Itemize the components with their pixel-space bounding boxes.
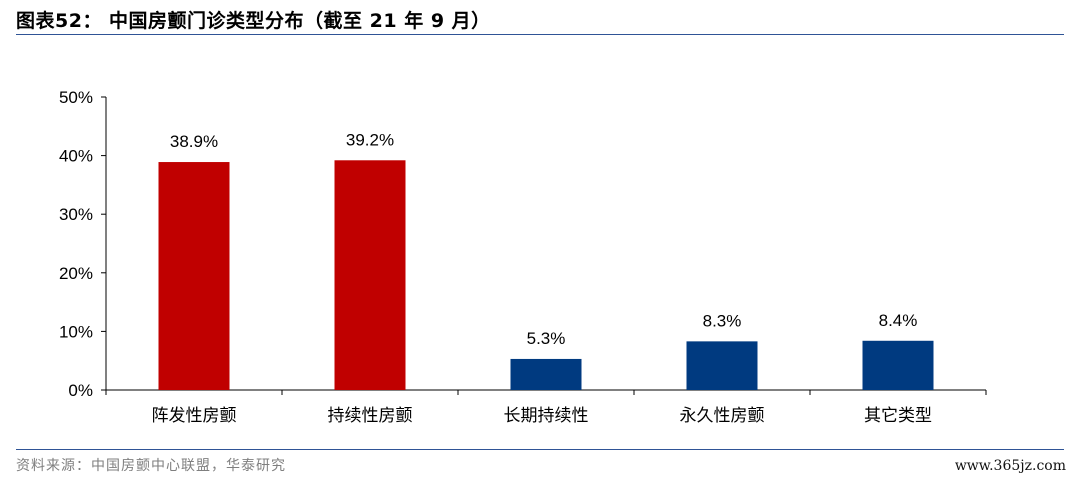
- bar-3: [510, 358, 582, 390]
- y-tick-label: 20%: [59, 264, 93, 283]
- footer-divider: [16, 449, 1064, 450]
- chart-bars: [158, 160, 934, 390]
- watermark: www.365jz.com: [954, 458, 1066, 474]
- data-label: 8.3%: [703, 311, 742, 330]
- source-note: 资料来源：中国房颤中心联盟，华泰研究: [16, 458, 286, 474]
- data-label: 8.4%: [879, 311, 918, 330]
- title-divider: [16, 34, 1064, 35]
- data-label: 38.9%: [170, 132, 218, 151]
- y-tick-label: 0%: [68, 381, 93, 400]
- chart-title: 图表52： 中国房颤门诊类型分布（截至 21 年 9 月）: [16, 10, 491, 32]
- bar-2: [334, 160, 406, 390]
- x-tick-label: 永久性房颤: [680, 406, 765, 425]
- bar-1: [158, 162, 230, 390]
- chart-axes: 0% 10% 20% 30% 40% 50%: [59, 88, 987, 400]
- chart-labels: 38.9% 阵发性房颤 39.2% 持续性房颤 5.3% 长期持续性 8.3% 永久性房颤 8.…: [152, 130, 933, 425]
- data-label: 5.3%: [527, 329, 566, 348]
- bar-4: [686, 341, 758, 390]
- y-tick-label: 50%: [59, 88, 93, 107]
- x-tick-label: 其它类型: [864, 406, 932, 425]
- x-tick-label: 长期持续性: [504, 406, 589, 425]
- y-tick-label: 30%: [59, 205, 93, 224]
- bar-chart: 0% 10% 20% 30% 40% 50% 38.9% 阵发性房颤 39.2% 持续性房颤 5.…: [59, 88, 987, 425]
- y-tick-label: 10%: [59, 322, 93, 341]
- x-tick-label: 阵发性房颤: [152, 406, 237, 425]
- x-tick-label: 持续性房颤: [328, 406, 413, 425]
- y-tick-label: 40%: [59, 147, 93, 166]
- data-label: 39.2%: [346, 130, 394, 149]
- bar-5: [862, 340, 934, 390]
